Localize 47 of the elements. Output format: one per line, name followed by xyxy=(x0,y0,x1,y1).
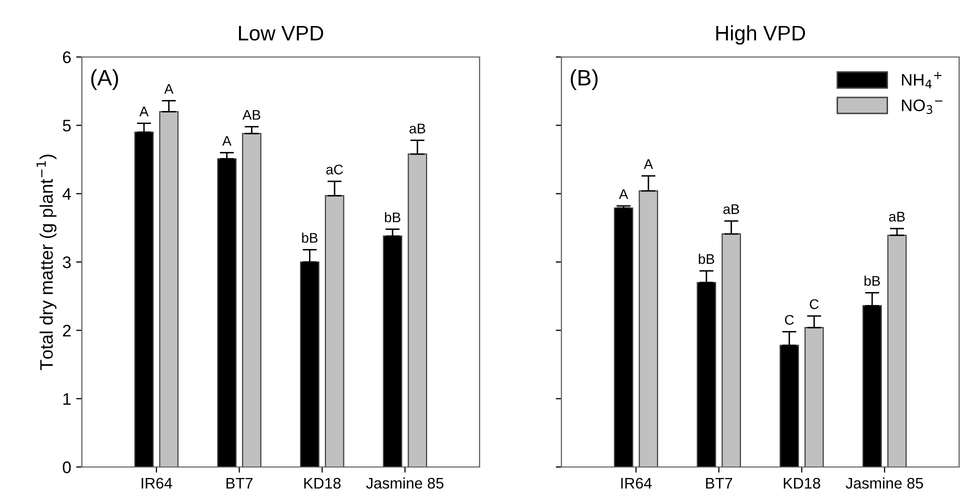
y-tick-label: 1 xyxy=(63,393,71,405)
data-label: AB xyxy=(242,110,260,120)
data-label: A xyxy=(618,189,628,199)
y-tick-label: 6 xyxy=(63,51,71,64)
data-label: C xyxy=(810,299,819,310)
data-label: aB xyxy=(889,212,905,222)
data-label: C xyxy=(784,314,794,325)
data-label: bB xyxy=(698,254,714,264)
bar xyxy=(408,153,428,467)
annotation: (A) xyxy=(91,69,118,90)
bar xyxy=(722,233,741,467)
x-tick-label: KD18 xyxy=(784,478,820,489)
y-tick-label: 2 xyxy=(63,324,71,336)
y-tick-label: 5 xyxy=(62,120,71,132)
data-label: A xyxy=(139,106,149,116)
data-label: bB xyxy=(864,276,880,286)
data-label: A xyxy=(164,84,174,94)
bar xyxy=(614,207,634,467)
bar xyxy=(887,234,907,467)
legend-label: NO$_{3}$$^{−}$ xyxy=(902,99,942,114)
bar xyxy=(638,190,658,467)
data-label: aB xyxy=(410,124,426,134)
data-label: aC xyxy=(326,164,343,174)
data-label: bB xyxy=(302,232,318,243)
x-tick-label: BT7 xyxy=(226,478,253,488)
chart-title: Low VPD xyxy=(239,26,324,41)
x-tick-label: Jasmine 85 xyxy=(366,477,444,489)
data-label: aB xyxy=(723,204,740,214)
bar xyxy=(804,327,824,467)
y-axis-title: Total dry matter (g plant$^{−1}$) xyxy=(36,154,56,370)
x-tick-label: KD18 xyxy=(304,478,341,489)
data-label: A xyxy=(222,136,232,146)
annotation: (B) xyxy=(570,69,598,90)
bar xyxy=(324,195,344,467)
y-tick-label: 0 xyxy=(62,461,71,474)
x-tick-label: IR64 xyxy=(621,478,652,489)
y-tick-label: 4 xyxy=(62,188,71,200)
chart-title: High VPD xyxy=(716,25,806,45)
x-tick-label: IR64 xyxy=(142,478,172,489)
x-tick-label: Jasmine 85 xyxy=(846,477,923,489)
x-tick-label: BT7 xyxy=(706,478,732,488)
bar xyxy=(242,132,262,467)
legend-label: NH$_{4}$$^{+}$ xyxy=(902,72,942,88)
data-label: bB xyxy=(384,212,400,222)
data-label: A xyxy=(644,159,654,169)
bar xyxy=(159,111,179,467)
y-tick-label: 3 xyxy=(62,256,71,268)
